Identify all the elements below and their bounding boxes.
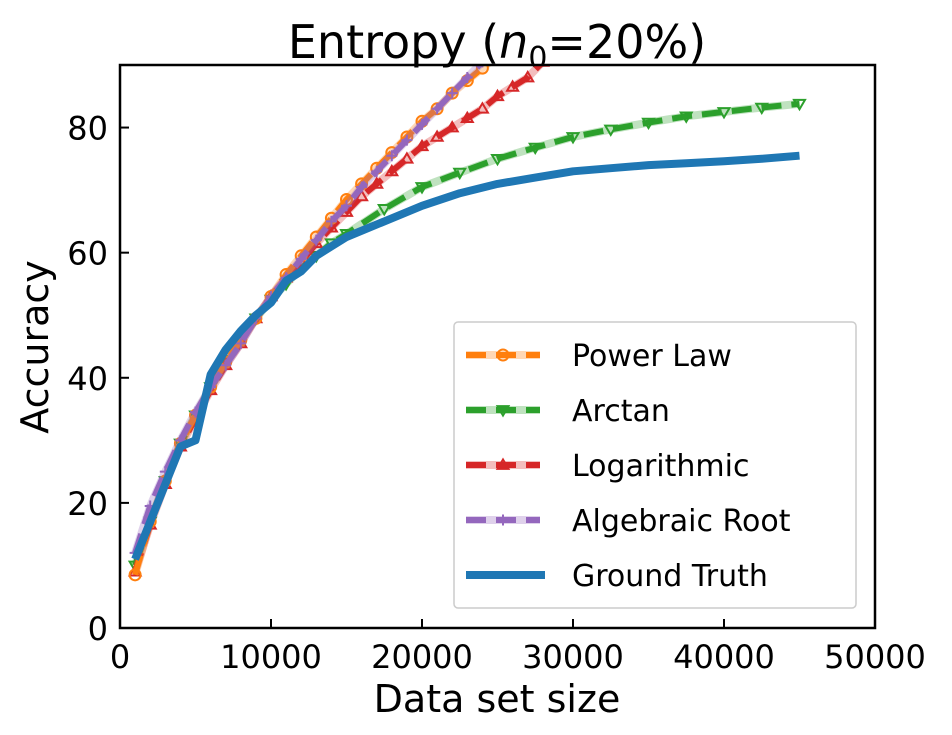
legend-item-ground-truth: Ground Truth (466, 559, 768, 594)
data-point-logarithmic (460, 110, 475, 124)
data-point-arctan (754, 102, 769, 116)
data-point-algebraic-root (416, 118, 428, 130)
x-tick-label: 10000 (220, 638, 322, 676)
data-point-arctan (490, 153, 505, 167)
legend-marker (495, 405, 511, 418)
data-point-algebraic-root (461, 72, 473, 84)
data-point-arctan (792, 98, 807, 112)
data-point-algebraic-root (401, 134, 413, 146)
legend-item-arctan: Arctan (466, 394, 670, 429)
data-point-logarithmic (520, 70, 535, 83)
data-point-algebraic-root (371, 165, 383, 177)
data-point-arctan (716, 107, 732, 120)
legend-item-power-law: Power Law (466, 339, 732, 374)
series-algebraic-root (129, 65, 485, 559)
y-tick-label: 0 (88, 610, 108, 648)
data-point-algebraic-root (325, 215, 337, 227)
series-ground-truth (131, 151, 800, 561)
axis-ticks: 0 10000 20000 30000 40000 50000 0 20 40 60 80 (67, 110, 926, 676)
x-tick-label: 50000 (824, 638, 926, 676)
x-tick-label: 0 (110, 638, 130, 676)
data-point-algebraic-root (235, 337, 247, 349)
data-point-arctan (679, 111, 694, 124)
title-variable: n (499, 15, 528, 69)
data-point-logarithmic (414, 138, 430, 152)
y-tick-label: 40 (67, 360, 108, 398)
data-point-algebraic-root (446, 87, 458, 99)
data-point-arctan (528, 142, 543, 156)
data-point-logarithmic (475, 101, 490, 114)
legend-label: Arctan (572, 394, 670, 429)
legend-label: Power Law (572, 339, 732, 374)
data-point-logarithmic (369, 176, 384, 189)
legend-marker (495, 457, 511, 470)
data-point-arctan (603, 124, 618, 137)
data-point-logarithmic (324, 220, 339, 233)
legend-label: Ground Truth (572, 559, 768, 594)
data-point-logarithmic (399, 151, 415, 164)
data-point-logarithmic (384, 163, 400, 177)
series-line-algebraic-root (132, 65, 484, 554)
svg-text:Entropy (n0=20%): Entropy (n0=20%) (288, 15, 706, 76)
data-point-logarithmic (490, 88, 505, 102)
data-point-power-law (475, 65, 489, 75)
plot-frame (118, 63, 877, 630)
legend-marker (497, 514, 509, 526)
series-layer (127, 65, 807, 582)
data-point-algebraic-root (310, 234, 322, 246)
data-point-logarithmic (354, 188, 369, 202)
legend-marker (496, 348, 510, 362)
data-point-algebraic-root (431, 103, 443, 115)
data-point-arctan (565, 132, 581, 145)
title-prefix: Entropy ( (288, 15, 499, 69)
legend-frame (453, 321, 857, 609)
x-tick-label: 20000 (371, 638, 473, 676)
y-tick-label: 80 (67, 110, 108, 148)
legend-item-algebraic-root: Algebraic Root (466, 504, 791, 539)
data-point-arctan (414, 182, 430, 195)
series-band-algebraic-root (131, 65, 485, 555)
data-point-algebraic-root (386, 150, 398, 162)
y-axis-label: Accuracy (13, 260, 57, 434)
data-point-logarithmic (444, 120, 460, 133)
data-point-power-law (128, 568, 142, 582)
data-point-arctan (377, 204, 392, 217)
x-axis-label: Data set size (374, 677, 621, 721)
chart-title: Entropy (n0=20%) (288, 15, 706, 76)
data-point-algebraic-root (341, 200, 352, 212)
data-point-logarithmic (505, 79, 520, 92)
legend-item-logarithmic: Logarithmic (466, 449, 749, 484)
data-point-arctan (641, 117, 656, 131)
data-point-algebraic-root (220, 359, 232, 371)
y-tick-label: 60 (67, 235, 108, 273)
legend-label: Algebraic Root (572, 504, 791, 539)
x-tick-label: 30000 (522, 638, 624, 676)
legend: Power Law Arctan Logarithmic Algebraic Root… (453, 321, 857, 609)
data-point-algebraic-root (295, 253, 307, 265)
data-point-logarithmic (429, 129, 445, 142)
x-tick-label: 40000 (673, 638, 775, 676)
data-point-algebraic-root (356, 181, 368, 193)
title-suffix: =20%) (547, 15, 706, 69)
y-tick-label: 20 (67, 485, 108, 523)
title-subscript: 0 (528, 41, 547, 76)
legend-label: Logarithmic (572, 449, 749, 484)
data-point-arctan (452, 167, 467, 181)
series-line-ground-truth (131, 151, 800, 561)
